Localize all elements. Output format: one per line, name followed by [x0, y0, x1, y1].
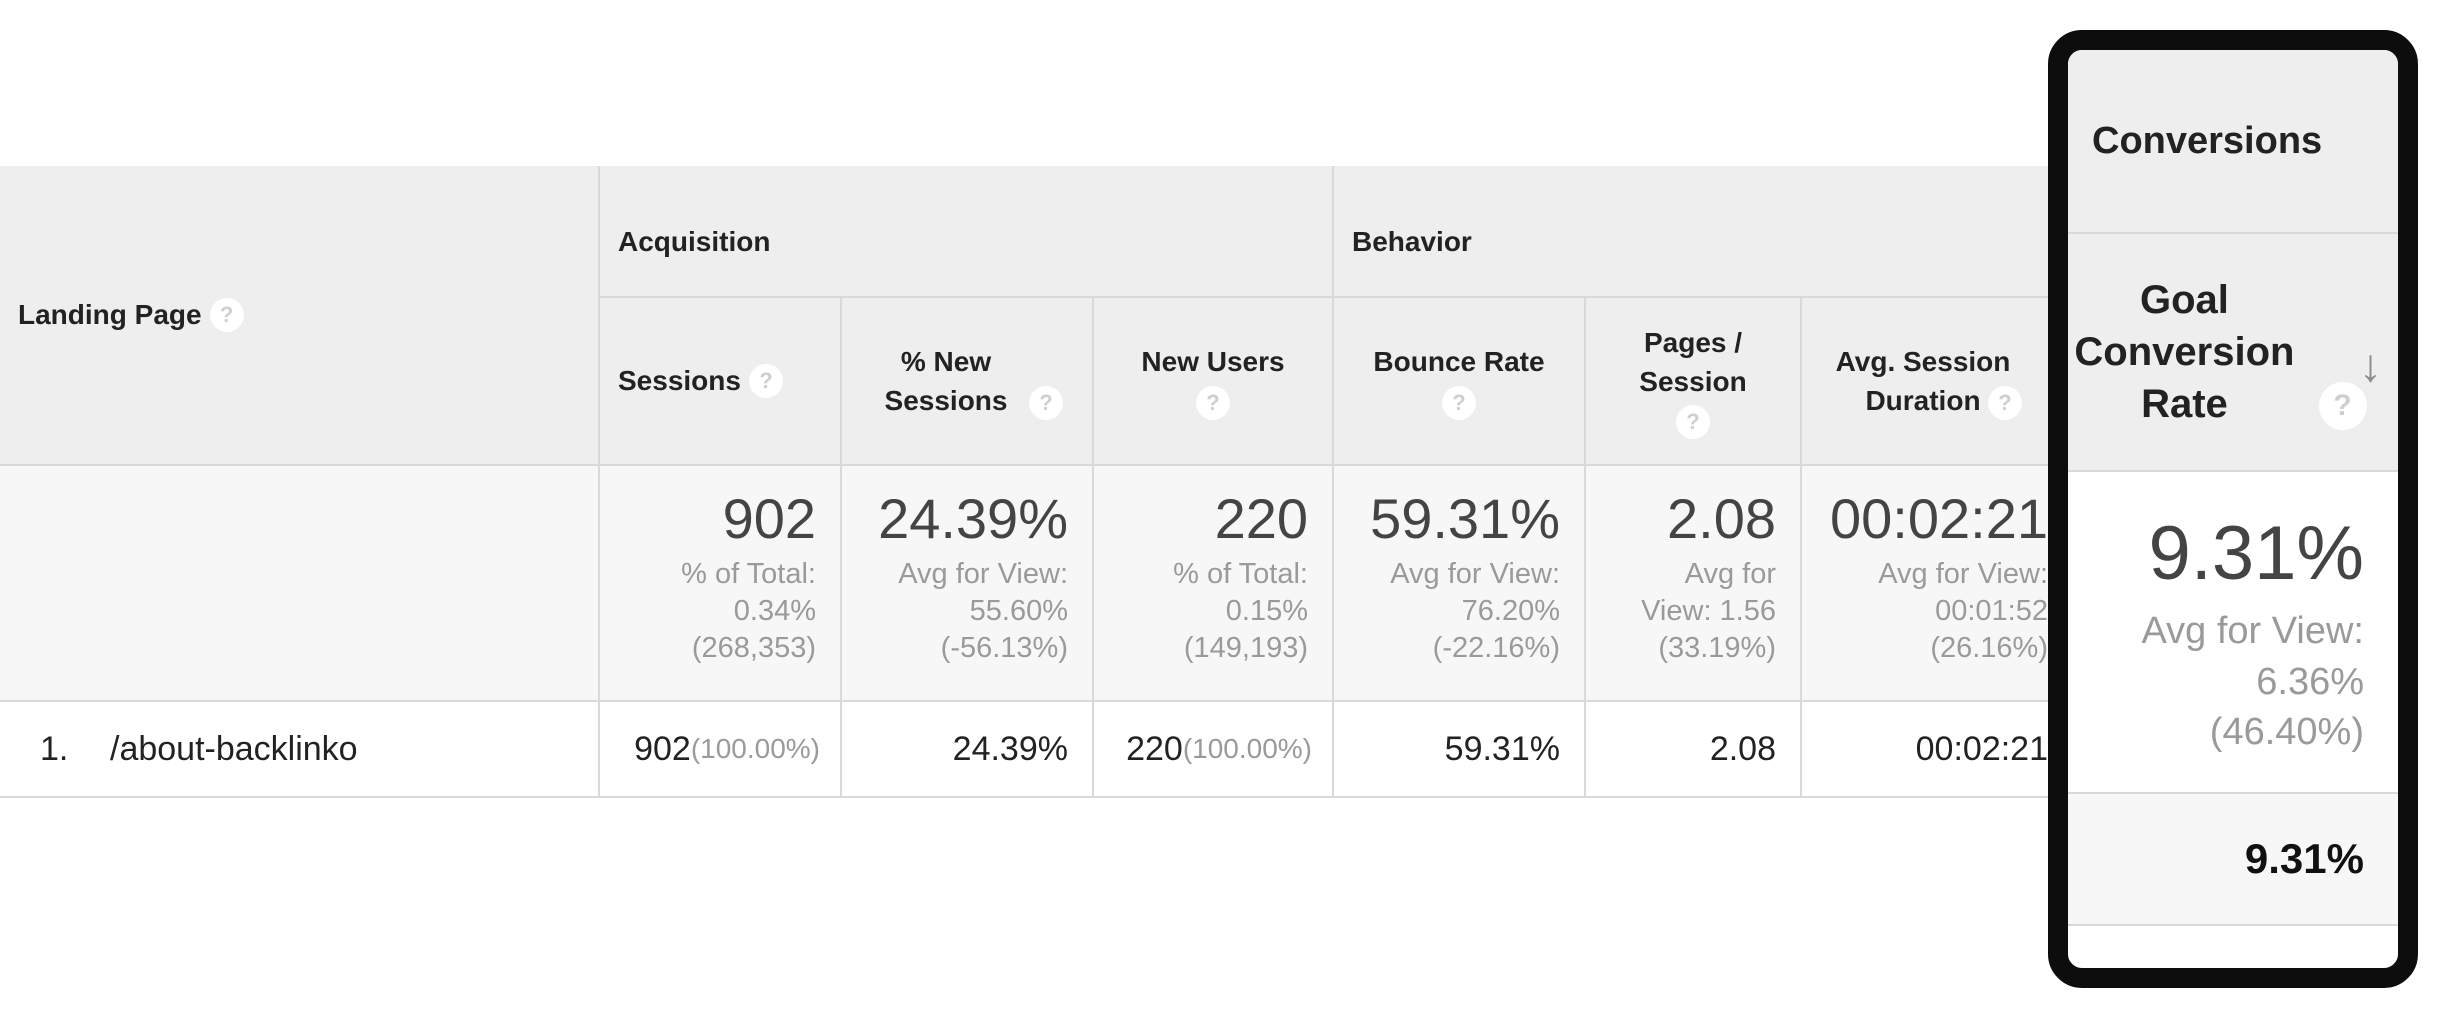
- goal-conversion-rate-row-cell: 9.31%: [2068, 794, 2398, 926]
- avg-duration-total-sub3: (26.16%): [1930, 631, 2048, 664]
- new-users-summary-cell: 220 % of Total: 0.15% (149,193): [1094, 466, 1334, 702]
- arrow-down-icon[interactable]: ↓: [2359, 339, 2382, 391]
- goal-conversion-rate-total: 9.31%: [2148, 511, 2365, 596]
- question-circle-icon[interactable]: ?: [748, 364, 783, 398]
- question-circle-icon[interactable]: ?: [209, 298, 244, 332]
- sessions-value: 902: [634, 729, 691, 768]
- question-circle-icon[interactable]: ?: [1029, 386, 1063, 420]
- table-row: 1. /about-backlinko: [0, 702, 600, 798]
- sessions-label: Sessions: [618, 365, 741, 397]
- sessions-summary-cell: 902 % of Total: 0.34% (268,353): [600, 466, 842, 702]
- bounce-rate-label: Bounce Rate: [1373, 346, 1545, 378]
- landing-page-column-header[interactable]: Landing Page ?: [0, 166, 598, 464]
- goal-conversion-rate-label: Goal Conversion Rate: [2074, 277, 2295, 426]
- landing-page-label: Landing Page: [18, 299, 202, 331]
- sessions-total: 902: [722, 487, 816, 550]
- acquisition-group-header: Acquisition: [600, 166, 1334, 298]
- new-users-value: 220: [1126, 729, 1183, 768]
- new-users-row-cell: 220 (100.00%): [1094, 702, 1334, 798]
- new-sessions-total: 24.39%: [878, 487, 1068, 550]
- new-sessions-label: % New Sessions: [884, 345, 1008, 416]
- avg-duration-summary-cell: 00:02:21 Avg for View: 00:01:52 (26.16%): [1802, 466, 2048, 702]
- pages-session-total: 2.08: [1667, 487, 1776, 550]
- pages-session-label: Pages / Session: [1639, 326, 1747, 397]
- new-sessions-summary-cell: 24.39% Avg for View: 55.60% (-56.13%): [842, 466, 1094, 702]
- avg-duration-header-cell: Avg. Session Duration ?: [1802, 298, 2048, 466]
- new-users-label: New Users: [1141, 346, 1285, 378]
- question-circle-icon[interactable]: ?: [1442, 385, 1476, 420]
- new-sessions-total-sub1: Avg for View:: [898, 557, 1068, 590]
- sessions-column-header[interactable]: Sessions ?: [600, 298, 840, 464]
- bounce-rate-value: 59.31%: [1444, 729, 1560, 768]
- question-circle-icon[interactable]: ?: [1676, 405, 1710, 440]
- new-users-column-header[interactable]: New Users ?: [1094, 298, 1332, 464]
- bounce-rate-total-sub3: (-22.16%): [1432, 631, 1560, 664]
- new-sessions-column-header[interactable]: % New Sessions ?: [842, 298, 1092, 464]
- bounce-rate-summary-cell: 59.31% Avg for View: 76.20% (-22.16%): [1334, 466, 1586, 702]
- goal-conversion-rate-total-sub3: (46.40%): [2209, 711, 2364, 754]
- pages-session-total-sub2: View: 1.56: [1641, 594, 1776, 627]
- new-users-total-sub3: (149,193): [1183, 631, 1308, 664]
- avg-duration-label: Avg. Session Duration: [1835, 345, 2011, 416]
- avg-duration-row-cell: 00:02:21: [1802, 702, 2048, 798]
- row-index: 1.: [40, 729, 69, 768]
- question-circle-icon[interactable]: ?: [1988, 386, 2022, 420]
- conversions-group-header: Conversions: [2068, 50, 2398, 234]
- new-users-percent: (100.00%): [1182, 733, 1312, 764]
- goal-conversion-rate-value: 9.31%: [2244, 835, 2364, 882]
- pages-session-row-cell: 2.08: [1586, 702, 1802, 798]
- sessions-header-cell: Sessions ?: [600, 298, 842, 466]
- pages-session-summary-cell: 2.08 Avg for View: 1.56 (33.19%): [1586, 466, 1802, 702]
- bounce-rate-total-sub1: Avg for View:: [1390, 557, 1560, 590]
- behavior-label: Behavior: [1352, 226, 1472, 257]
- pages-session-column-header[interactable]: Pages / Session ?: [1586, 298, 1800, 464]
- avg-duration-total-sub2: 00:01:52: [1935, 594, 2048, 627]
- sessions-total-sub3: (268,353): [691, 631, 816, 664]
- goal-conversion-rate-total-sub1: Avg for View:: [2141, 609, 2365, 652]
- bounce-rate-column-header[interactable]: Bounce Rate ?: [1334, 298, 1584, 464]
- question-circle-icon[interactable]: ?: [1196, 385, 1230, 420]
- avg-duration-total: 00:02:21: [1830, 487, 2048, 550]
- pages-session-total-sub1: Avg for: [1684, 557, 1776, 590]
- avg-duration-column-header[interactable]: Avg. Session Duration ?: [1802, 298, 2048, 464]
- conversions-highlight-panel: Conversions Goal Conversion Rate ? ↓ 9.3…: [2048, 30, 2418, 988]
- new-users-total-sub2: 0.15%: [1225, 594, 1308, 627]
- sessions-total-sub1: % of Total:: [681, 557, 816, 590]
- new-sessions-total-sub2: 55.60%: [969, 594, 1068, 627]
- new-sessions-total-sub3: (-56.13%): [940, 631, 1068, 664]
- sessions-percent: (100.00%): [690, 733, 820, 764]
- goal-conversion-rate-column-header[interactable]: Goal Conversion Rate ? ↓: [2068, 234, 2398, 472]
- new-users-total-sub1: % of Total:: [1173, 557, 1308, 590]
- sessions-total-sub2: 0.34%: [733, 594, 816, 627]
- goal-conversion-rate-total-sub2: 6.36%: [2256, 660, 2364, 703]
- bounce-rate-total-sub2: 76.20%: [1461, 594, 1560, 627]
- bounce-rate-total: 59.31%: [1370, 487, 1560, 550]
- avg-duration-value: 00:02:21: [1915, 729, 2048, 768]
- pages-session-total-sub3: (33.19%): [1658, 631, 1776, 664]
- landing-page-header-cell: Landing Page ?: [0, 166, 600, 466]
- bounce-rate-row-cell: 59.31%: [1334, 702, 1586, 798]
- question-circle-icon[interactable]: ?: [2318, 382, 2367, 431]
- pages-session-header-cell: Pages / Session ?: [1586, 298, 1802, 466]
- behavior-group-header: Behavior: [1334, 166, 2048, 298]
- summary-label-cell: [0, 466, 600, 702]
- new-sessions-header-cell: % New Sessions ?: [842, 298, 1094, 466]
- sessions-row-cell: 902 (100.00%): [600, 702, 842, 798]
- new-sessions-value: 24.39%: [952, 729, 1068, 768]
- acquisition-label: Acquisition: [618, 226, 771, 257]
- landing-page-link[interactable]: /about-backlinko: [110, 729, 358, 768]
- bounce-rate-header-cell: Bounce Rate ?: [1334, 298, 1586, 466]
- new-users-total: 220: [1214, 487, 1308, 550]
- conversions-label: Conversions: [2092, 119, 2323, 162]
- avg-duration-total-sub1: Avg for View:: [1878, 557, 2048, 590]
- new-sessions-row-cell: 24.39%: [842, 702, 1094, 798]
- pages-session-value: 2.08: [1709, 729, 1776, 768]
- new-users-header-cell: New Users ?: [1094, 298, 1334, 466]
- goal-conversion-rate-summary-cell: 9.31% Avg for View: 6.36% (46.40%): [2068, 472, 2398, 794]
